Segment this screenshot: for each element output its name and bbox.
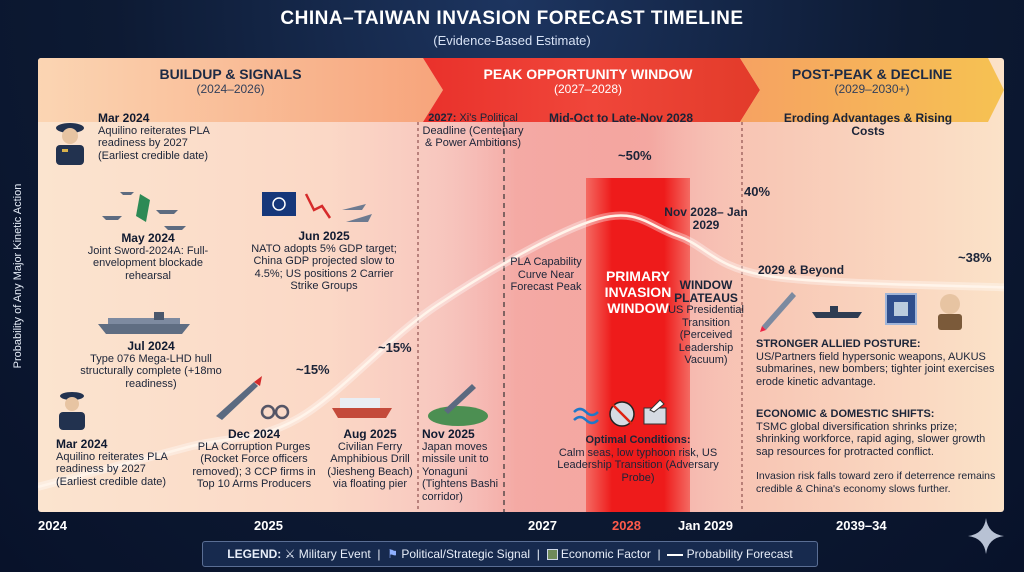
chart-svg — [38, 58, 1004, 512]
event-dec2024: Dec 2024 PLA Corruption Purges (Rocket F… — [184, 428, 324, 491]
event-text: Aquilino reiterates PLA readiness by 202… — [98, 124, 210, 162]
icon-ferry — [332, 398, 392, 418]
chart-panel: BUILDUP & SIGNALS (2024–2026) PEAK OPPOR… — [38, 58, 1004, 512]
data-label-2: ~15% — [378, 340, 412, 355]
phase-peak-name: PEAK OPPORTUNITY WINDOW — [483, 66, 693, 82]
peak-region — [418, 98, 748, 512]
event-text: Japan moves missile unit to Yonaguni (Ti… — [422, 440, 499, 503]
event-title: Optimal Conditions: — [585, 434, 691, 446]
phase-buildup-years: (2024–2026) — [196, 82, 265, 96]
event-date: Jul 2024 — [127, 339, 175, 353]
event-jul2024: Jul 2024 Type 076 Mega-LHD hull structur… — [76, 340, 226, 390]
event-title: WINDOW PLATEAUS — [674, 278, 738, 305]
phase-header-decline — [740, 58, 1004, 122]
event-date: Dec 2024 — [227, 427, 281, 441]
event-text: TSMC global diversification shrinks priz… — [756, 420, 986, 458]
data-label-5: ~38% — [958, 250, 992, 265]
event-date: May 2024 — [121, 231, 175, 245]
icon-future-arms — [760, 292, 962, 332]
icon-conditions — [573, 399, 667, 427]
event-text: Aquilino reiterates PLA readiness by 202… — [56, 450, 168, 488]
legend-military: Military Event — [298, 547, 371, 561]
page-subtitle: (Evidence-Based Estimate) — [433, 33, 591, 48]
event-mar2024-top: Mar 2024 Aquilino reiterates PLA readine… — [98, 112, 228, 162]
page-title: CHINA–TAIWAN INVASION FORECAST TIMELINE — [280, 8, 744, 29]
y-axis-label: Probability of Any Major Kinetic Action — [12, 183, 24, 369]
event-title: ECONOMIC & DOMESTIC SHIFTS: — [756, 408, 935, 420]
legend-forecast: Probability Forecast — [686, 547, 793, 561]
x-tick-4: Jan 2029 — [678, 518, 733, 533]
legend-political: Political/Strategic Signal — [401, 547, 531, 561]
event-economic: ECONOMIC & DOMESTIC SHIFTS: TSMC global … — [756, 408, 996, 458]
event-date: Mar 2024 — [56, 437, 108, 451]
phase-buildup-name: BUILDUP & SIGNALS — [159, 66, 302, 82]
x-tick-1: 2025 — [254, 518, 283, 533]
event-peak-window: Mid-Oct to Late-Nov 2028 — [548, 111, 694, 125]
event-optimal: Optimal Conditions: Calm seas, low typho… — [556, 434, 720, 484]
event-may2024: May 2024 Joint Sword-2024A: Full-envelop… — [78, 232, 218, 282]
phase-peak: PEAK OPPORTUNITY WINDOW (2027–2028) — [423, 66, 753, 96]
x-tick-5: 2039–34 — [836, 518, 887, 533]
event-2029-beyond: 2029 & Beyond — [758, 263, 845, 277]
phase-decline-years: (2029–2030+) — [834, 82, 910, 96]
icon-nato-flag — [262, 192, 372, 222]
event-text: US Presidential Transition (Perceived Le… — [668, 304, 744, 366]
data-label-3: ~50% — [618, 148, 652, 163]
event-text: Joint Sword-2024A: Full-envelopment bloc… — [87, 244, 209, 282]
event-nov2025: Nov 2025 Japan moves missile unit to Yon… — [422, 428, 506, 503]
event-text: Xi's Political Deadline (Centenary & Pow… — [422, 112, 524, 149]
icon-missiles-handcuffs — [216, 376, 290, 420]
x-tick-0: 2024 — [38, 518, 67, 533]
event-mar2024-bottom: Mar 2024 Aquilino reiterates PLA readine… — [56, 438, 176, 488]
chip-icon — [546, 549, 558, 561]
phase-peak-years: (2027–2028) — [553, 82, 623, 96]
legend: LEGEND: ⚔ Military Event | ⚑ Political/S… — [202, 541, 818, 567]
event-jun2025: Jun 2025 NATO adopts 5% GDP target; Chin… — [244, 230, 404, 293]
event-invasion-risk: Invasion risk falls toward zero if deter… — [756, 470, 996, 495]
event-capability: PLA Capability Curve Near Forecast Peak — [510, 256, 582, 293]
icon-commander-top — [56, 123, 84, 165]
line-icon — [667, 553, 684, 556]
x-tick-3: 2028 — [612, 518, 641, 533]
forecast-curve — [38, 214, 1004, 489]
event-date: Nov 2028– Jan 2029 — [664, 205, 748, 232]
phase-header-peak — [423, 58, 760, 122]
event-text: Type 076 Mega-LHD hull structurally comp… — [80, 352, 222, 390]
event-date: Mar 2024 — [98, 111, 150, 125]
primary-window-label: PRIMARY INVASION WINDOW — [604, 268, 672, 316]
event-text: Civilian Ferry Amphibious Drill (Jieshen… — [327, 440, 413, 491]
sparkle-icon — [968, 518, 1004, 554]
icon-missile-island — [428, 384, 488, 426]
legend-economic: Economic Factor — [560, 547, 651, 561]
event-allied: STRONGER ALLIED POSTURE: US/Partners fie… — [756, 338, 996, 388]
phase-decline-name: POST-PEAK & DECLINE — [791, 66, 953, 82]
phase-header-buildup — [38, 58, 443, 122]
event-title: STRONGER ALLIED POSTURE: — [756, 338, 921, 350]
data-label-1: ~15% — [296, 362, 330, 377]
event-text: Calm seas, low typhoon risk, US Leadersh… — [557, 446, 719, 484]
icon-lhd-ship — [98, 312, 190, 334]
event-date: Jun 2025 — [298, 229, 350, 243]
event-text: NATO adopts 5% GDP target; China GDP pro… — [251, 242, 397, 293]
data-label-4: 40% — [744, 184, 771, 199]
event-date: Aug 2025 — [343, 427, 397, 441]
event-text: PLA Corruption Purges (Rocket Force offi… — [192, 440, 316, 491]
event-deadline2027: 2027: Xi's Political Deadline (Centenary… — [422, 112, 524, 150]
event-date: Nov 2025 — [422, 427, 475, 441]
icon-commander-bottom — [59, 392, 85, 430]
icon-taiwan-ships — [102, 192, 186, 230]
event-eroding: Eroding Advantages & Rising Costs — [783, 111, 953, 138]
event-aug2025: Aug 2025 Civilian Ferry Amphibious Drill… — [320, 428, 420, 491]
x-tick-2: 2027 — [528, 518, 557, 533]
event-date: 2027: — [428, 112, 457, 124]
event-text: US/Partners field hypersonic weapons, AU… — [756, 350, 995, 388]
event-nov2028: Nov 2028– Jan 2029 WINDOW PLATEAUS US Pr… — [664, 206, 748, 367]
flag-icon: ⚑ — [387, 547, 398, 561]
legend-label: LEGEND: — [227, 547, 282, 561]
phase-buildup: BUILDUP & SIGNALS (2024–2026) — [38, 66, 423, 96]
phase-decline: POST-PEAK & DECLINE (2029–2030+) — [740, 66, 1004, 96]
crossed-swords-icon: ⚔ — [284, 547, 296, 561]
